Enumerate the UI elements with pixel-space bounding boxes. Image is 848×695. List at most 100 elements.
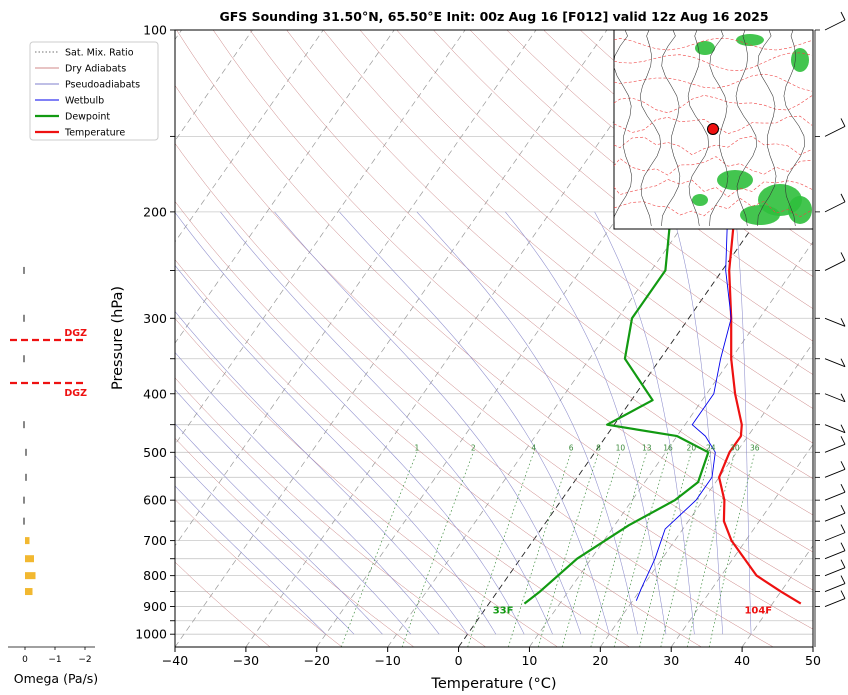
wind-barb-flag [840,11,846,21]
dry-adiabat [175,437,415,647]
isotherm-line [316,30,749,647]
legend-label: Wetbulb [65,96,104,107]
plot-frame [174,29,814,648]
sounding-series [523,30,802,605]
omega-bar [23,314,25,322]
omega-bar [25,555,34,563]
wind-barb-staff [824,424,846,434]
wind-barb-flag [840,193,846,203]
wind-barb-flag [840,590,846,599]
mixing-ratio-label: 6 [569,443,574,452]
dry-adiabat [175,259,630,647]
dry-adiabat [323,30,813,444]
wind-barb-staff [824,491,846,501]
dry-adiabat [212,30,813,553]
wind-barb-staff [824,201,846,213]
mixing-ratio-label: 16 [663,443,673,452]
mixing-ratio-line [613,452,669,647]
pressure-contour [614,52,813,71]
omega-tick-label: −2 [78,655,91,665]
omega-bar [25,473,27,481]
wind-barb-flag [840,318,846,327]
isotherm-line [245,30,679,647]
wind-barb [815,193,846,213]
dry-adiabat [837,30,848,647]
precip-area [717,170,753,190]
mixing-ratio-label: 8 [596,443,601,452]
series-line-wetbulb [635,136,753,601]
mixing-ratio-line [660,452,712,647]
isotherm-line [670,443,813,647]
wind-barb [815,590,846,607]
wind-barb-staff [824,317,846,327]
pseudoadiabat [175,211,525,635]
isotherm-line [387,38,813,647]
wind-barb [815,483,846,501]
wind-barb [815,252,846,271]
pseudoadiabat [734,211,752,635]
wind-barb-flag [840,524,846,533]
mixing-ratio-label: 1 [415,443,420,452]
mixing-ratio-line [340,452,418,647]
y-axis: 100 200 300 400 500 600 700 800 900 1000 [135,23,175,642]
mixing-ratio-line [537,452,599,647]
omega-bar [25,448,27,456]
dry-adiabat [175,318,558,647]
dry-adiabat [433,30,813,342]
series-line-temperature [718,30,802,605]
pseudoadiabat [175,311,468,635]
wind-barb [815,424,846,434]
y-tick-label: 400 [143,386,167,401]
pseudoadiabat [416,211,638,635]
border-line [639,30,662,227]
pseudoadiabat [175,423,383,635]
wind-barb-flag [840,461,846,470]
mixing-ratio-label: 36 [750,443,760,452]
wind-barb [815,461,846,478]
omega-bar [23,266,25,274]
mixing-ratio-label: 30 [730,443,740,452]
wind-barb-staff [824,567,846,577]
wind-barb [815,118,846,137]
y-tick-label: 500 [143,445,167,460]
mixing-ratio-label: 13 [642,443,652,452]
wind-barb-staff [824,550,846,560]
pseudoadiabat [175,485,326,635]
isotherm-line [175,30,537,547]
legend-label: Dewpoint [65,112,110,123]
wind-barb [815,524,846,542]
x-axis: −40 −30 −20 −10 0 10 20 30 40 50 [162,647,821,668]
pseudoadiabat [220,211,553,635]
mixing-ratio-label: 4 [531,443,536,452]
dry-adiabat [359,30,813,409]
wind-barb-flag [840,575,846,584]
omega-bar [25,588,33,596]
omega-tick-label: −1 [48,655,61,665]
dgz-label: DGZ [64,388,87,399]
border-line [709,30,729,227]
wind-barb-flag [840,252,846,261]
wind-barb-flag [840,424,846,433]
dry-adiabat [469,30,813,309]
mixing-ratio-line [708,452,756,647]
mixing-ratio-label: 2 [471,443,476,452]
pseudoadiabat [175,455,355,635]
x-tick-label: 30 [663,653,679,668]
wind-barb-staff [824,598,846,607]
y-tick-label: 700 [143,533,167,548]
y-axis-label: Pressure (hPa) [110,286,126,390]
wind-barb-staff [824,468,846,478]
wind-barb-panel [814,11,846,647]
precip-area [695,41,715,55]
y-tick-label: 600 [143,493,167,508]
x-tick-label: 0 [455,653,463,668]
legend-label: Pseudoadiabats [65,80,140,91]
surface-annotation: 104F [744,606,772,617]
wind-barb [815,504,846,522]
legend-box [29,41,159,141]
legend-label: Sat. Mix. Ratio [65,48,134,59]
x-tick-label: −20 [304,653,330,668]
dry-adiabat [175,377,486,647]
pressure-contour [614,73,813,92]
border-line [757,30,777,227]
